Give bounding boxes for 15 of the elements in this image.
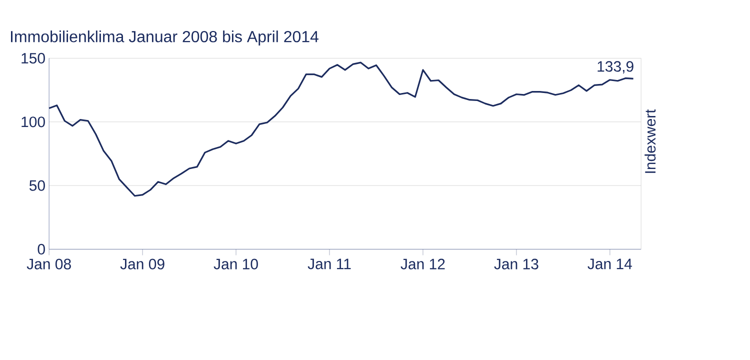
y-tick-label: 50 (29, 180, 45, 191)
x-tick-label: Jan 10 (214, 258, 258, 270)
x-tick-label: Jan 13 (494, 258, 538, 270)
y-tick-label: 100 (22, 116, 45, 128)
x-tick-label: Jan 14 (588, 258, 632, 270)
x-tick-label: Jan 12 (400, 258, 445, 270)
chart-title: Immobilienklima Januar 2008 bis April 2014 (11, 30, 318, 46)
line-series (48, 62, 634, 197)
x-tick-label: Jan 08 (26, 258, 71, 270)
y-axis-title: Indexwert (644, 109, 656, 173)
x-tick-label: Jan 11 (308, 258, 351, 270)
annotation: 133,9 (598, 61, 634, 74)
y-tick-label: 0 (38, 244, 45, 255)
x-tick-label: Jan 09 (120, 258, 164, 270)
y-tick-label: 150 (22, 52, 45, 64)
